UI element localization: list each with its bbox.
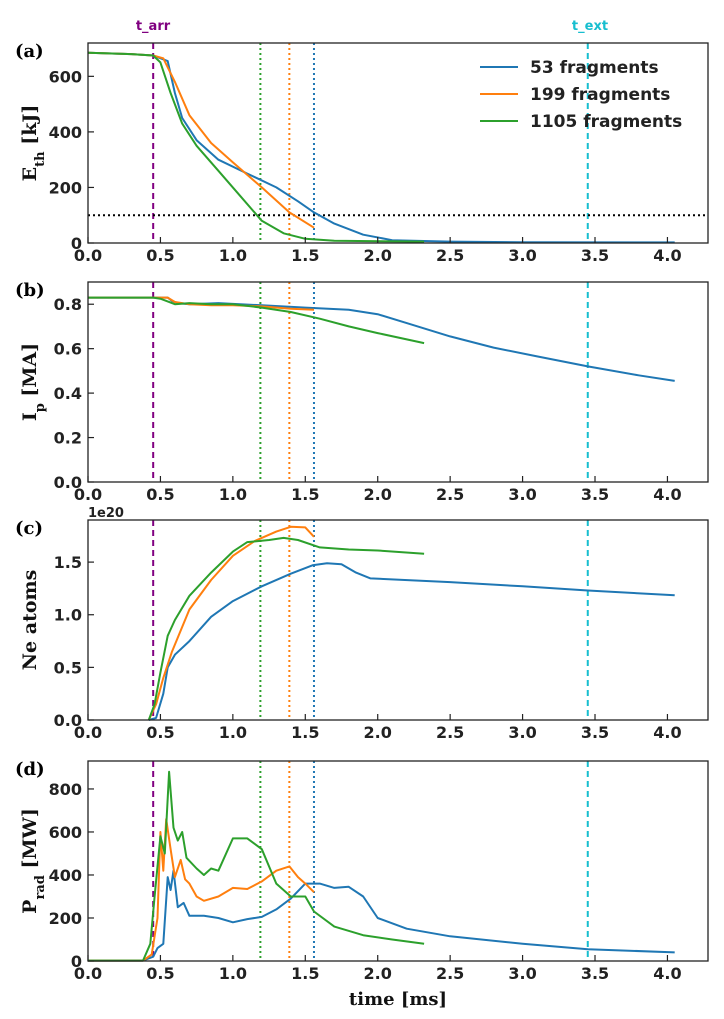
- x-tick-label: 3.5: [581, 246, 609, 265]
- y-tick-label: 200: [49, 909, 82, 928]
- x-tick-label: 0.0: [74, 723, 102, 742]
- x-tick-label: 2.5: [436, 485, 464, 504]
- y-tick-label: 400: [49, 123, 82, 142]
- panel-label: (a): [15, 41, 44, 62]
- x-tick-label: 2.5: [436, 246, 464, 265]
- panel-b: 0.0 0.5 1.0 1.5 2.0 2.5 3.0 3.5 4.0 0.0 0.2 0.4 0.6 0…: [15, 280, 709, 504]
- x-tick-label: 0.5: [146, 246, 174, 265]
- series-line-1105: [88, 296, 425, 345]
- x-tick-label: 0.5: [146, 964, 174, 983]
- y-axis-label: Ip [MA]: [19, 343, 48, 421]
- x-tick-label: 1.0: [219, 964, 247, 983]
- x-tick-label: 1.0: [219, 485, 247, 504]
- legend-label-53: 53 fragments: [530, 58, 659, 78]
- series-line-53: [87, 51, 675, 244]
- x-tick-label: 2.0: [364, 485, 392, 504]
- axes-frame: [87, 519, 709, 721]
- y-axis-label: Prad [MW]: [19, 808, 48, 914]
- x-tick-label: 3.0: [508, 246, 536, 265]
- series-line-1105: [88, 770, 425, 962]
- panel-label: (b): [15, 280, 45, 301]
- y-tick-label: 0.6: [54, 340, 82, 359]
- y-tick-label: 600: [49, 67, 82, 86]
- x-tick-label: 0.5: [146, 485, 174, 504]
- series-line-199: [88, 296, 315, 311]
- axes-frame: [87, 760, 709, 962]
- series-line-53: [88, 296, 675, 382]
- legend-label-199: 199 fragments: [530, 85, 670, 105]
- x-tick-label: 1.5: [291, 964, 319, 983]
- y-tick-label: 0.0: [54, 711, 82, 730]
- x-tick-label: 2.5: [436, 723, 464, 742]
- panel-c: 0.0 0.5 1.0 1.5 2.0 2.5 3.0 3.5 4.0 0.0 0.5 1.0 1.5 (…: [15, 506, 709, 742]
- y-tick-label: 0.5: [54, 658, 82, 677]
- y-tick-label: 0.2: [54, 429, 82, 448]
- x-tick-label: 3.0: [508, 723, 536, 742]
- x-tick-label: 3.5: [581, 723, 609, 742]
- series-line-199: [147, 525, 315, 721]
- series-line-199: [88, 818, 315, 962]
- x-tick-label: 4.0: [653, 964, 681, 983]
- t-arr-label: t_arr: [136, 19, 171, 34]
- x-tick-label: 1.0: [219, 246, 247, 265]
- y-axis-label: Ne atoms: [19, 570, 41, 671]
- x-tick-label: 0.5: [146, 723, 174, 742]
- x-tick-label: 3.0: [508, 485, 536, 504]
- x-tick-label: 1.5: [291, 246, 319, 265]
- x-tick-label: 2.0: [364, 964, 392, 983]
- legend-label-1105: 1105 fragments: [530, 112, 682, 132]
- y-tick-label: 0.0: [54, 473, 82, 492]
- x-tick-label: 4.0: [653, 246, 681, 265]
- y-tick-label: 400: [49, 866, 82, 885]
- series-line-53: [148, 562, 675, 721]
- y-tick-label: 800: [49, 780, 82, 799]
- series-line-1105: [87, 51, 425, 243]
- series-line-53: [88, 869, 675, 962]
- x-tick-label: 2.5: [436, 964, 464, 983]
- panel-d: 0.0 0.5 1.0 1.5 2.0 2.5 3.0 3.5 4.0 0 200 400 600 800…: [15, 759, 709, 983]
- x-tick-label: 3.5: [581, 964, 609, 983]
- x-tick-label: 3.5: [581, 485, 609, 504]
- t-ext-label: t_ext: [572, 19, 608, 34]
- y-tick-label: 0: [71, 952, 82, 971]
- x-tick-label: 2.0: [364, 246, 392, 265]
- x-tick-label: 3.0: [508, 964, 536, 983]
- series-line-1105: [147, 536, 425, 721]
- x-tick-label: 1.5: [291, 485, 319, 504]
- y-axis-label: Eth [kJ]: [19, 105, 48, 182]
- x-tick-label: 1.5: [291, 723, 319, 742]
- y-tick-label: 0.8: [54, 295, 82, 314]
- x-tick-label: 0.0: [74, 964, 102, 983]
- y-tick-label: 0: [71, 234, 82, 253]
- x-tick-label: 4.0: [653, 485, 681, 504]
- y-tick-label: 1.0: [54, 606, 82, 625]
- x-axis-label: time [ms]: [349, 989, 447, 1010]
- x-tick-label: 4.0: [653, 723, 681, 742]
- panel-label: (d): [15, 759, 45, 780]
- series-line-199: [87, 51, 315, 229]
- y-tick-label: 200: [49, 178, 82, 197]
- x-tick-label: 0.0: [74, 485, 102, 504]
- x-tick-label: 2.0: [364, 723, 392, 742]
- legend: 53 fragments 199 fragments 1105 fragment…: [480, 58, 682, 132]
- axes-frame: [87, 281, 709, 483]
- y-tick-label: 0.4: [54, 384, 82, 403]
- panel-label: (c): [15, 518, 43, 539]
- y-tick-label: 1.5: [54, 553, 82, 572]
- y-offset-text: 1e20: [88, 506, 124, 521]
- panel-a: 0.0 0.5 1.0 1.5 2.0 2.5 3.0 3.5 4.0 0 200 400 600 (a)…: [15, 41, 709, 265]
- x-tick-label: 1.0: [219, 723, 247, 742]
- x-tick-label: 0.0: [74, 246, 102, 265]
- axes-frame: [87, 42, 709, 244]
- y-tick-label: 600: [49, 823, 82, 842]
